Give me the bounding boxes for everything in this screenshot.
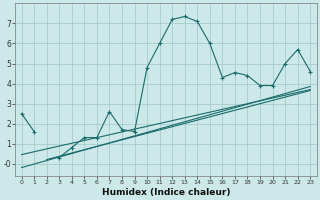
X-axis label: Humidex (Indice chaleur): Humidex (Indice chaleur): [102, 188, 230, 197]
